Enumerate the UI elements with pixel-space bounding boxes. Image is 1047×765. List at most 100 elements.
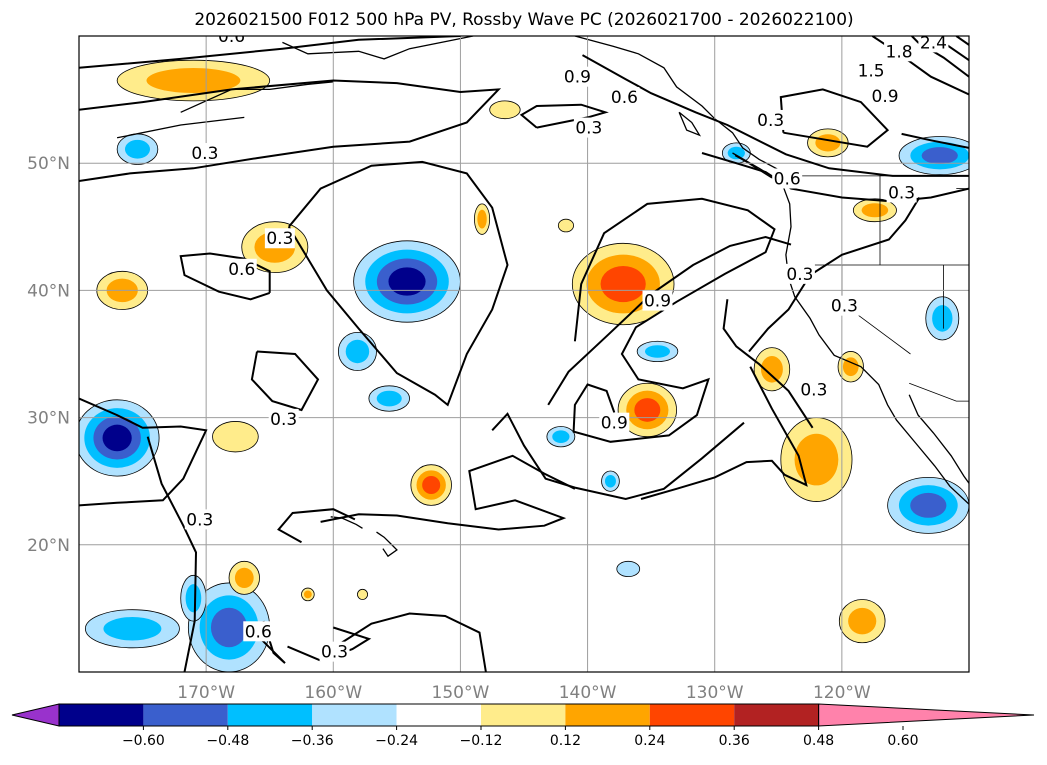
anomaly-18-level-1	[760, 355, 783, 383]
colorbar-tick-label-4: −0.12	[460, 733, 503, 749]
colorbar-tick-label-9: 0.60	[887, 733, 918, 749]
contour-line-14	[179, 252, 271, 301]
contour-line-10	[722, 299, 814, 429]
contour-label-11: 0.3	[784, 263, 815, 285]
anomaly-2	[116, 133, 159, 165]
contour-label-text-1: 0.9	[564, 68, 591, 88]
contour-label-9: 0.6	[772, 168, 803, 189]
contour-label-text-14: 0.9	[601, 414, 628, 434]
anomaly-17-level-0	[616, 560, 641, 577]
contour-label-21: 2.4	[918, 36, 949, 53]
contour-label-16: 0.3	[184, 509, 215, 530]
anomaly-13-level-0	[212, 421, 259, 453]
anomaly-26-level-2	[910, 492, 947, 518]
contour-label-text-11: 0.3	[786, 265, 813, 285]
contour-line-9	[640, 366, 808, 500]
chart-title: 2026021500 F012 500 hPa PV, Rossby Wave …	[194, 10, 853, 30]
contour-label-2: 0.6	[609, 87, 640, 108]
colorbar-segment-1	[59, 704, 144, 726]
contour-label-14: 0.9	[599, 412, 630, 434]
contour-line-6	[701, 152, 969, 203]
contour-label-15: 0.3	[798, 379, 829, 401]
coastline-6	[678, 111, 702, 137]
lon-tick-label-1: 160°W	[304, 683, 362, 703]
contour-label-7: 0.9	[642, 290, 673, 312]
lat-tick-label-1: 30°N	[27, 409, 70, 429]
contour-line-0	[79, 79, 502, 182]
contour-line-26	[748, 196, 921, 353]
anomaly-1-level-0	[489, 100, 521, 120]
contour-label-bg-16	[184, 509, 215, 530]
contour-label-text-0: 0.6	[218, 27, 245, 47]
anomaly-18	[753, 347, 791, 392]
contour-label-18: 0.3	[319, 641, 350, 663]
coastline-13	[909, 382, 969, 402]
anomaly-7-level-2	[600, 265, 646, 303]
anomaly-15-level-1	[552, 430, 570, 443]
contour-label-bg-19	[884, 41, 915, 62]
contour-label-3: 0.3	[573, 117, 604, 139]
anomaly-9-level-2	[634, 398, 661, 422]
contour-label-bg-17	[243, 621, 274, 642]
contour-line-2	[287, 160, 509, 407]
contour-label-bg-18	[319, 641, 350, 662]
coastline-8	[376, 531, 398, 558]
anomaly-9	[617, 382, 677, 438]
lon-tick-label-2: 150°W	[432, 683, 490, 703]
colorbar-tick-label-1: −0.48	[206, 733, 249, 749]
contour-label-bg-20	[856, 60, 887, 81]
contour-label-17: 0.6	[243, 621, 274, 642]
contour-line-13	[146, 436, 198, 672]
anomaly-5	[353, 240, 461, 323]
anomaly-28	[84, 609, 180, 649]
contour-label-5: 0.3	[264, 228, 295, 249]
anomaly-26	[887, 476, 969, 534]
contour-label-text-22: 0.9	[872, 87, 899, 107]
contour-label-text-15: 0.3	[800, 381, 827, 401]
contour-label-text-12: 0.3	[831, 297, 858, 317]
colorbar-extend-high	[818, 703, 1035, 727]
contour-line-12	[79, 397, 208, 507]
contour-label-text-8: 0.3	[757, 111, 784, 131]
contour-label-bg-22	[870, 85, 901, 106]
anomaly-6-level-1	[477, 209, 487, 229]
contour-line-4	[519, 103, 609, 129]
contour-label-text-13: 0.3	[270, 410, 297, 430]
anomaly-24-level-1	[932, 305, 953, 332]
anomaly-21	[852, 198, 897, 223]
anomaly-32	[301, 587, 315, 602]
contour-label-text-20: 1.5	[858, 61, 885, 81]
contour-label-bg-21	[918, 36, 949, 53]
anomaly-28-level-1	[103, 617, 162, 641]
colorbar-tick-label-2: −0.36	[291, 733, 334, 749]
anomaly-14	[410, 464, 452, 506]
anomaly-13	[212, 421, 259, 453]
lon-tick-label-5: 120°W	[813, 683, 871, 703]
colorbar: −0.60 −0.48 −0.36 −0.24 −0.12 0.12 0.24 0.36 0.4…	[11, 703, 1035, 749]
longitude-tick-labels: 170°W 160°W 150°W 140°W 130°W 120°W	[177, 683, 871, 703]
anomaly-2-level-1	[124, 139, 151, 159]
contour-line-24	[955, 36, 969, 46]
anomaly-32-level-1	[303, 590, 312, 599]
colorbar-segment-9	[734, 704, 819, 726]
contour-label-bg-14	[599, 412, 630, 433]
colorbar-tick-label-5: 0.12	[550, 733, 581, 749]
colorbar-tick-label-8: 0.48	[803, 733, 834, 749]
contour-label-bg-7	[642, 290, 673, 311]
contour-label-bg-5	[264, 228, 295, 249]
contour-label-text-4: 0.3	[191, 144, 218, 164]
anomaly-14-level-2	[422, 475, 441, 495]
lat-tick-label-0: 20°N	[27, 536, 70, 556]
contour-label-12: 0.3	[829, 295, 860, 317]
colorbar-segment-7	[565, 704, 650, 726]
lat-tick-label-2: 40°N	[27, 281, 70, 301]
contour-line-17	[250, 350, 320, 412]
colorbar-segment-2	[143, 704, 228, 726]
contour-label-text-2: 0.6	[611, 88, 638, 108]
anomaly-1	[489, 100, 521, 120]
contour-label-text-10: 0.3	[888, 183, 915, 203]
anomaly-29-level-2	[210, 607, 248, 648]
colorbar-segment-8	[649, 704, 735, 726]
contour-label-10: 0.3	[886, 182, 917, 203]
map-area: 0.6 0.9 0.6 0.3 0.3 0.3 0.6 0.9 0.3 0.6 0.3 0.3 0.3 0…	[79, 27, 969, 672]
